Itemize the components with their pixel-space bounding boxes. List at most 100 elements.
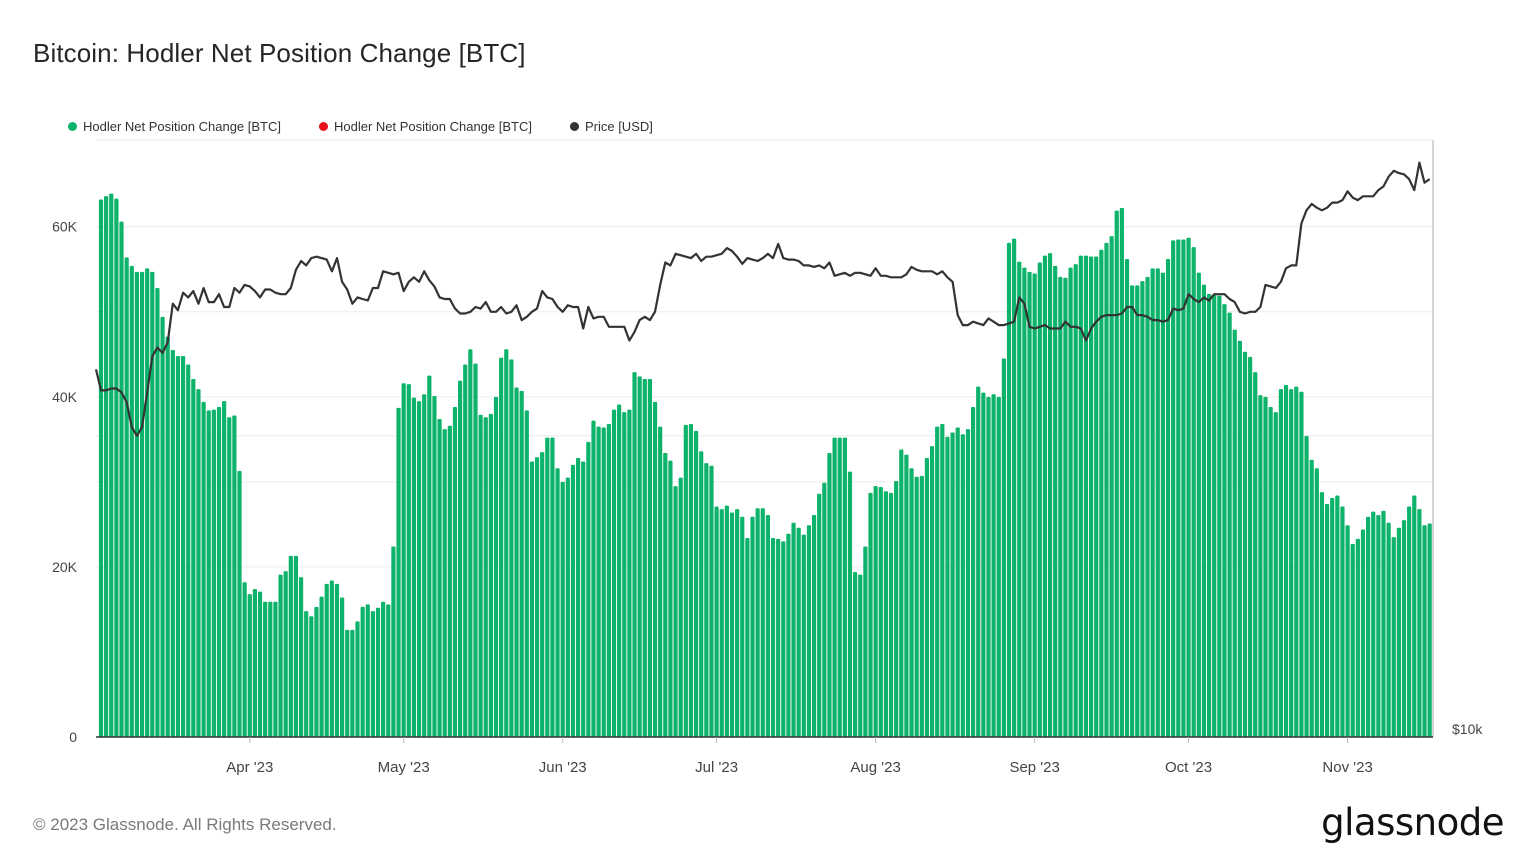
y-tick-label: 0 [69,729,77,745]
bar [201,401,206,737]
bar [211,409,216,737]
bar [227,417,232,737]
bar [914,476,919,737]
bar [545,437,550,737]
bar [391,546,396,737]
bar [314,606,319,737]
bar [704,463,709,737]
bar [1242,351,1248,737]
bar [1268,407,1273,737]
chart-legend: Hodler Net Position Change [BTC] Hodler … [68,119,691,134]
bar [432,395,437,737]
bar [329,580,334,737]
bar [1088,256,1094,737]
bar [509,359,514,737]
bar [1212,294,1217,737]
bar [555,468,560,737]
bar [565,477,570,737]
bar [1396,527,1401,737]
bar [1253,372,1258,737]
bar [652,401,658,737]
bar [150,271,155,737]
bar [119,221,124,738]
bar [1417,509,1422,737]
bar [924,458,930,737]
bar [858,574,863,737]
bar [175,356,181,737]
bar [422,394,427,737]
bar [745,538,750,737]
bar [735,509,740,737]
bar [488,413,493,737]
bar [586,441,591,737]
bar [986,396,991,737]
bar [442,429,447,737]
glassnode-logo: glassnode [1321,801,1504,844]
bar [945,436,950,737]
bar [765,515,770,737]
bar [796,527,801,737]
bar [642,378,647,737]
bar [278,574,283,737]
bar [863,546,868,737]
bar [1176,239,1181,737]
bar [1022,267,1027,737]
bar [647,378,653,737]
bar [596,426,601,737]
bar [940,424,945,737]
bar [606,424,611,737]
bar [1248,356,1253,737]
bar [668,460,673,737]
bar [729,512,735,737]
bar [252,589,257,737]
bar [1335,495,1340,737]
bar [206,410,211,737]
bar [868,492,873,737]
bar [1263,396,1268,737]
bar [1047,253,1053,737]
bar [550,437,555,737]
bar [104,196,109,738]
bar [786,533,791,737]
bar [1278,389,1283,737]
bar [401,383,406,737]
bar [904,454,909,737]
bar [575,458,581,737]
bar [724,505,729,737]
bar [693,430,699,737]
bar [929,446,935,737]
bar [719,509,724,737]
bar [191,378,196,737]
bar [996,396,1001,737]
bar [340,597,345,737]
bar [1160,272,1166,737]
bar [1232,329,1237,737]
legend-item-hodler-positive[interactable]: Hodler Net Position Change [BTC] [68,119,281,134]
bar [304,611,309,737]
bar [1299,391,1304,737]
bar [180,356,186,737]
bar [473,363,478,737]
bar [1001,358,1006,737]
bar [811,515,817,737]
bar [155,287,160,737]
bar [298,577,304,737]
bar [1037,262,1042,737]
bar [842,437,847,737]
bar [114,198,119,737]
legend-item-hodler-negative[interactable]: Hodler Net Position Change [BTC] [318,119,532,134]
bar [411,397,417,737]
bar [1191,247,1196,737]
bar [1412,495,1417,737]
bar [1114,210,1119,738]
legend-item-price[interactable]: Price [USD] [569,119,653,134]
bar [1053,265,1058,737]
bar [1386,522,1391,737]
bar-series [98,193,1432,738]
bar [1104,242,1109,737]
x-tick-label: Nov '23 [1322,759,1372,776]
bar [288,555,293,737]
bar [760,508,765,737]
bar [678,477,683,737]
